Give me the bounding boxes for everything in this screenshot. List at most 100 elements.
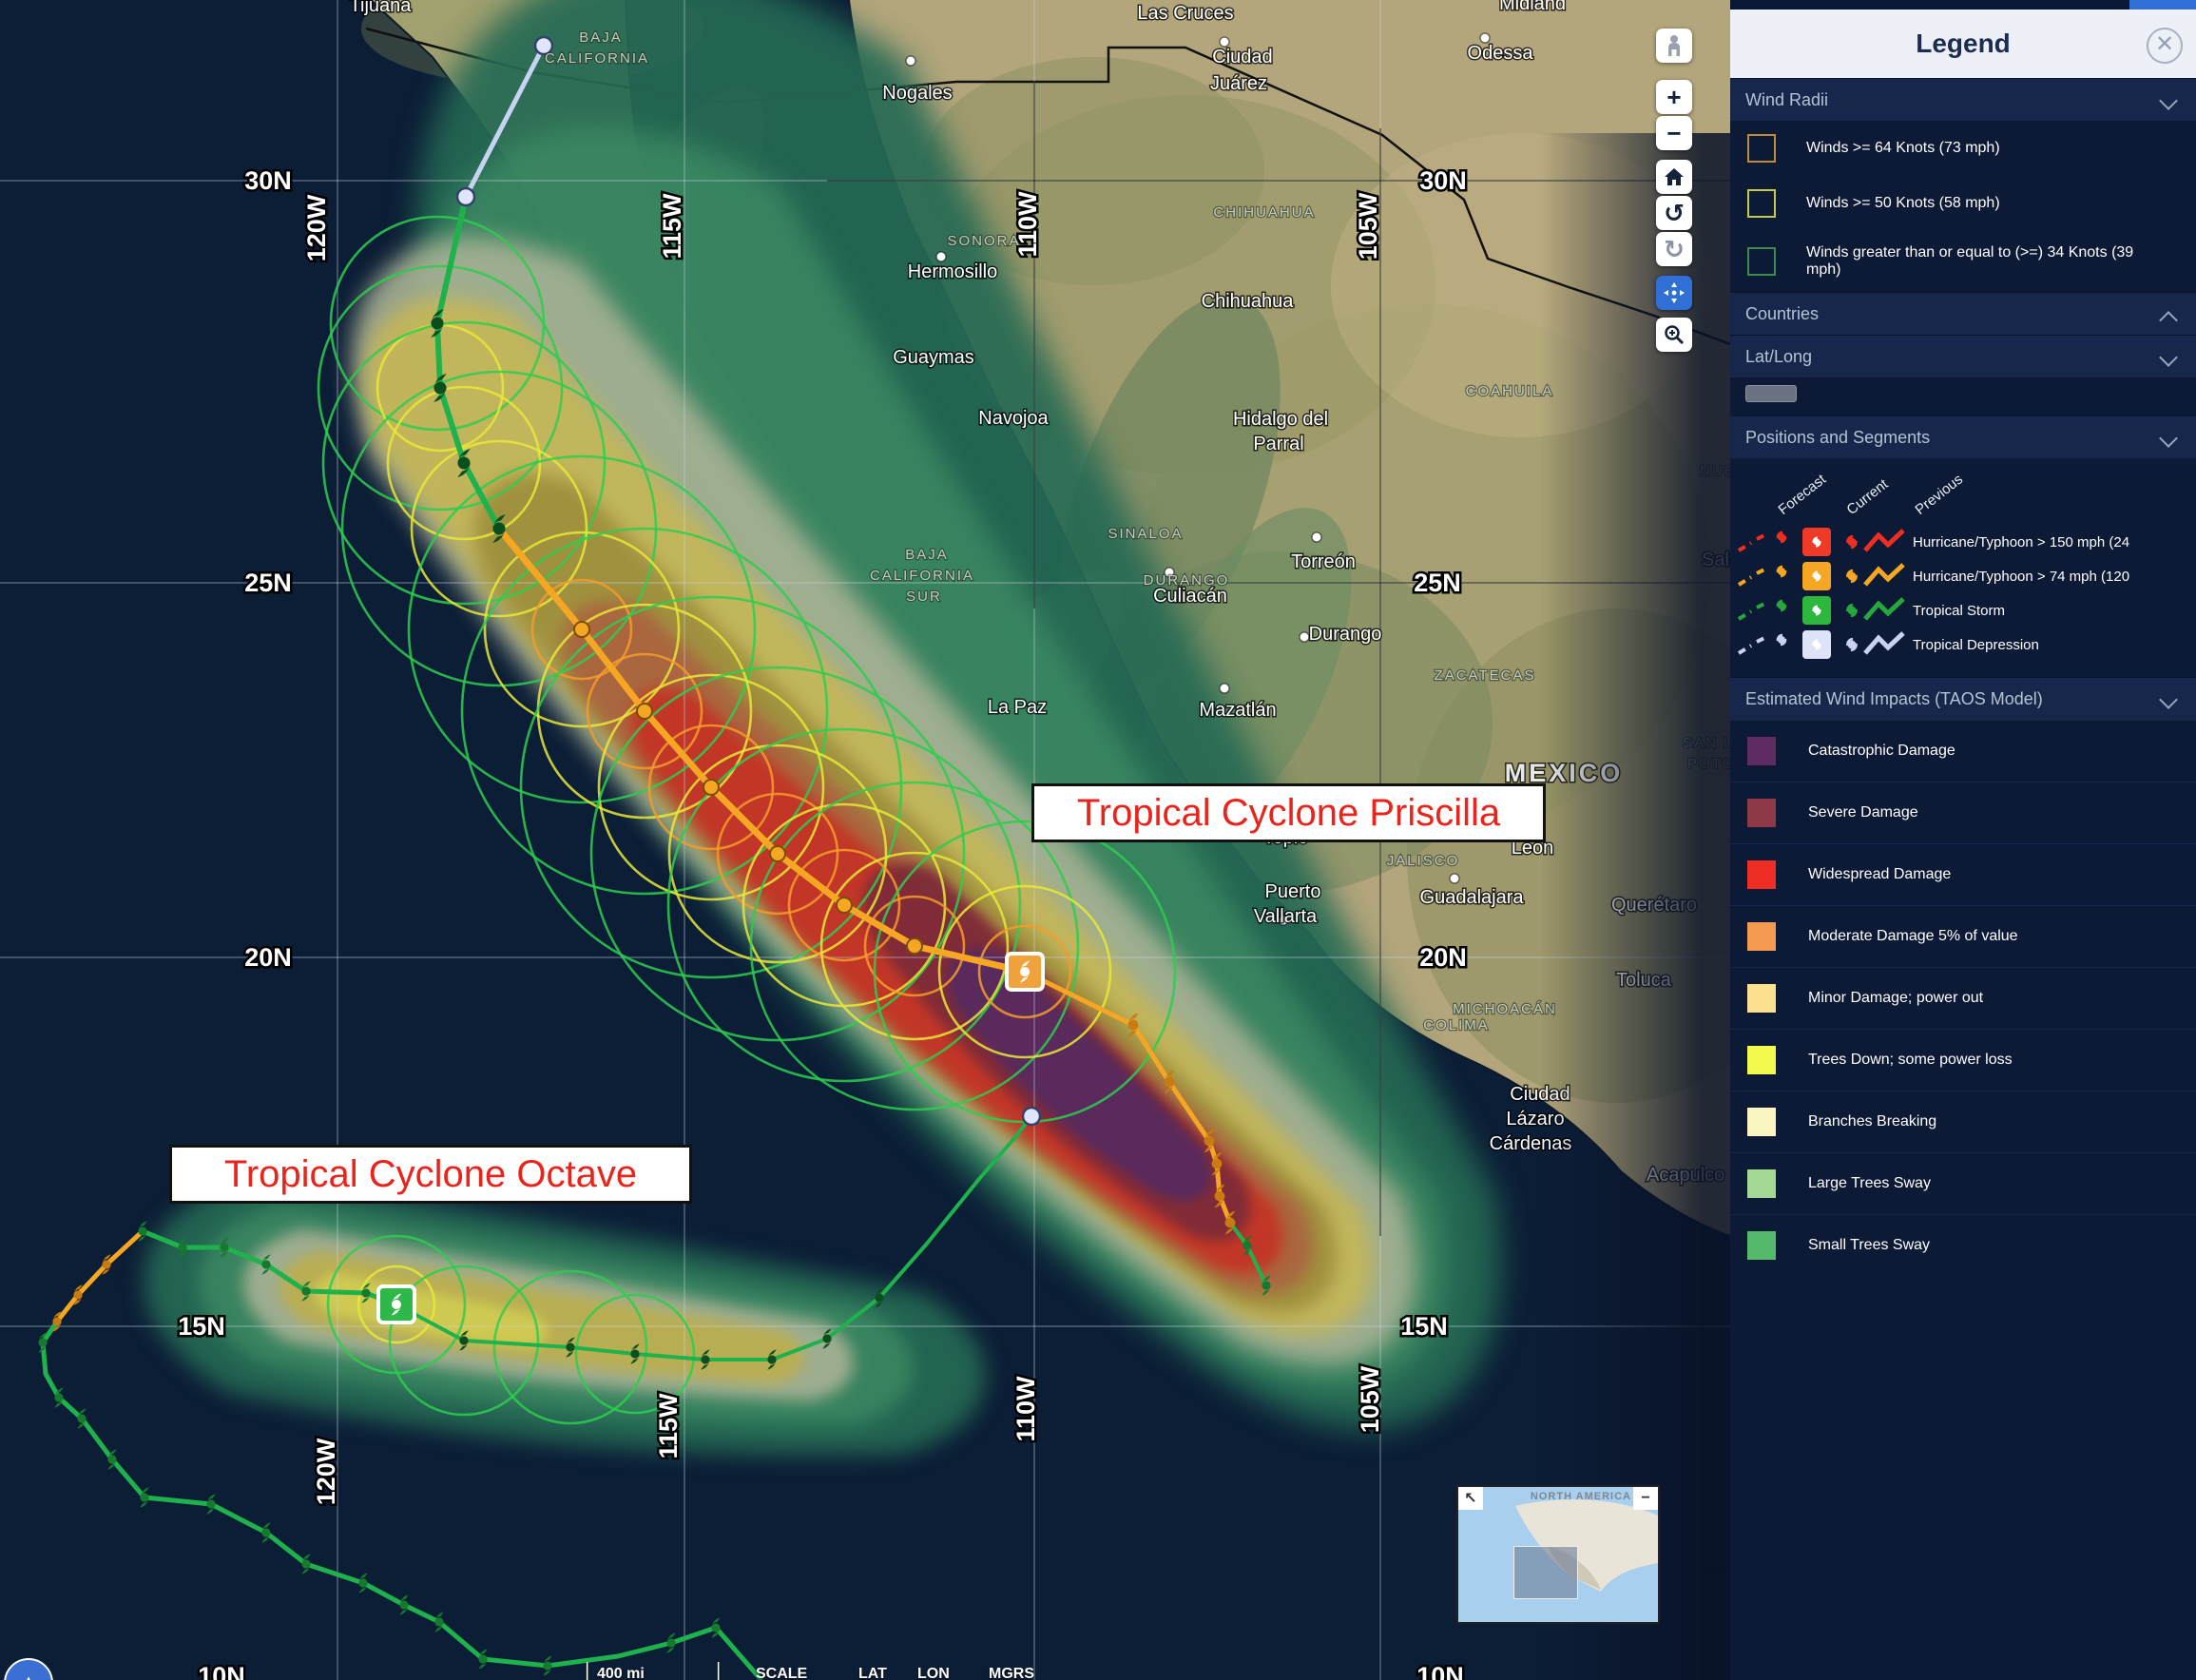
- lat-label: 20N: [1419, 943, 1467, 972]
- wind-radius-o: [716, 792, 839, 916]
- wind-radius-y: [667, 743, 888, 964]
- impact-item[interactable]: Large Trees Sway: [1730, 1152, 2196, 1214]
- impact-label: Branches Breaking: [1808, 1113, 1937, 1130]
- wind-radii-item[interactable]: Winds >= 64 Knots (73 mph): [1730, 121, 2196, 176]
- city-dot: [1219, 683, 1230, 694]
- current-position-icon: [1802, 630, 1831, 659]
- zoom-out-button[interactable]: −: [1656, 116, 1692, 150]
- impact-color-swatch: [1747, 1046, 1776, 1074]
- forecast-segment-icon: [1736, 526, 1799, 558]
- td-position-dot: [1021, 1106, 1042, 1127]
- city-label: Parral: [1253, 434, 1303, 454]
- impact-item[interactable]: Severe Damage: [1730, 782, 2196, 843]
- positions-row: Hurricane/Typhoon > 74 mph (120: [1730, 559, 2196, 593]
- lat-label: 25N: [244, 569, 292, 597]
- positions-row-label: Tropical Storm: [1913, 602, 2005, 619]
- wind-radius-y: [386, 385, 542, 541]
- city-label: Guaymas: [893, 347, 974, 368]
- city-dot: [1449, 873, 1460, 884]
- section-wind-radii[interactable]: Wind Radii: [1730, 78, 2196, 121]
- section-countries[interactable]: Countries: [1730, 292, 2196, 335]
- map-canvas[interactable]: BAJA CALIFORNIA SONORA CHIHUAHUA COAHUILA NUE…: [0, 0, 1730, 1680]
- inset-arrow-icon[interactable]: ↖: [1458, 1487, 1483, 1510]
- city-label: Toluca: [1616, 970, 1672, 991]
- city-label: Ciudad: [1510, 1084, 1570, 1105]
- wind-radii-item[interactable]: Winds greater than or equal to (>=) 34 K…: [1730, 231, 2196, 292]
- city-label: La Paz: [988, 697, 1047, 718]
- inset-region-label: NORTH AMERICA: [1530, 1491, 1631, 1502]
- impact-label: Trees Down; some power loss: [1808, 1052, 2013, 1068]
- footer-label: MGRS: [989, 1666, 1034, 1680]
- impact-color-swatch: [1747, 1108, 1776, 1136]
- impact-item[interactable]: Catastrophic Damage: [1730, 720, 2196, 782]
- positions-row-label: Hurricane/Typhoon > 74 mph (120: [1913, 568, 2130, 585]
- impact-item[interactable]: Small Trees Sway: [1730, 1214, 2196, 1276]
- city-label: Las Cruces: [1137, 3, 1233, 24]
- positions-row: Tropical Storm: [1730, 593, 2196, 628]
- impact-item[interactable]: Minor Damage; power out: [1730, 967, 2196, 1029]
- positions-row: Tropical Depression: [1730, 628, 2196, 662]
- chevron-down-icon: [2159, 91, 2178, 110]
- undo-rotate-button[interactable]: ↺: [1656, 196, 1692, 230]
- city-label: Acapulco: [1647, 1165, 1724, 1186]
- impact-color-swatch: [1747, 799, 1776, 827]
- section-label: Positions and Segments: [1745, 427, 1931, 447]
- lat-label: 10N: [198, 1662, 245, 1680]
- zoom-in-button[interactable]: +: [1656, 80, 1692, 114]
- zoom-box-button[interactable]: [1656, 318, 1692, 352]
- wind-radius-g: [574, 1293, 696, 1415]
- state-label: CALIFORNIA: [870, 568, 974, 584]
- impact-color-swatch: [1747, 860, 1776, 889]
- streetview-person-button[interactable]: [1656, 29, 1692, 63]
- priscilla-forecast-td-line: [463, 43, 547, 200]
- impact-item[interactable]: Widespread Damage: [1730, 843, 2196, 905]
- storm-label-octave[interactable]: Tropical Cyclone Octave: [169, 1145, 692, 1204]
- impact-label: Moderate Damage 5% of value: [1808, 928, 2018, 944]
- wind-radius-g: [388, 1265, 540, 1417]
- city-label: Ciudad: [1212, 47, 1272, 68]
- inset-overview-map[interactable]: NORTH AMERICA ↖ −: [1456, 1485, 1660, 1624]
- wind-radius-swatch: [1747, 134, 1776, 163]
- home-button[interactable]: [1656, 160, 1692, 194]
- wind-radius-y: [819, 851, 1010, 1041]
- city-dot: [1219, 36, 1230, 48]
- section-positions[interactable]: Positions and Segments: [1730, 415, 2196, 458]
- inset-collapse-icon[interactable]: −: [1633, 1487, 1658, 1510]
- impact-item[interactable]: Moderate Damage 5% of value: [1730, 905, 2196, 967]
- state-label: BAJA: [579, 29, 623, 46]
- wind-radius-g: [666, 727, 1022, 1083]
- lon-label: 105W: [1354, 192, 1382, 260]
- wind-radii-item[interactable]: Winds >= 50 Knots (58 mph): [1730, 176, 2196, 231]
- state-label: SAN LUIS: [1683, 735, 1730, 751]
- impact-item[interactable]: Branches Breaking: [1730, 1091, 2196, 1152]
- previous-segment-icon: [1842, 562, 1913, 590]
- inset-extent-box[interactable]: [1513, 1546, 1578, 1599]
- state-label: DURANGO: [1144, 572, 1230, 589]
- lon-label: 115W: [658, 193, 686, 260]
- section-label: Lat/Long: [1745, 346, 1813, 366]
- lon-label: 120W: [312, 1438, 340, 1505]
- section-latlong[interactable]: Lat/Long: [1730, 335, 2196, 377]
- storm-label-priscilla[interactable]: Tropical Cyclone Priscilla: [1031, 783, 1546, 842]
- close-icon[interactable]: ✕: [2147, 28, 2183, 64]
- city-label: Culiacán: [1153, 586, 1227, 607]
- city-dot: [1299, 631, 1310, 643]
- lon-label: 110W: [1011, 1376, 1040, 1442]
- wind-radius-g: [317, 264, 564, 512]
- state-label: BAJA: [905, 547, 949, 563]
- lon-label: 105W: [1356, 1365, 1384, 1433]
- impact-list: Catastrophic Damage Severe Damage Widespre…: [1730, 720, 2196, 1276]
- section-impacts[interactable]: Estimated Wind Impacts (TAOS Model): [1730, 677, 2196, 720]
- city-label: Lázaro: [1506, 1109, 1564, 1130]
- pan-tool-button[interactable]: [1656, 276, 1692, 310]
- current-position-icon: [1802, 562, 1831, 590]
- legend-panel: Legend ✕ Wind Radii Winds >= 64 Knots (7…: [1730, 0, 2196, 1680]
- redo-rotate-button[interactable]: ↻: [1656, 232, 1692, 266]
- impact-item[interactable]: Trees Down; some power loss: [1730, 1029, 2196, 1091]
- impact-color-swatch: [1747, 737, 1776, 765]
- wind-radii-label: Winds greater than or equal to (>=) 34 K…: [1806, 244, 2134, 278]
- state-label: COLIMA: [1423, 1017, 1490, 1033]
- wind-radius-o: [586, 652, 703, 770]
- wind-radii-label: Winds >= 64 Knots (73 mph): [1806, 140, 2000, 156]
- section-label: Countries: [1745, 303, 1820, 323]
